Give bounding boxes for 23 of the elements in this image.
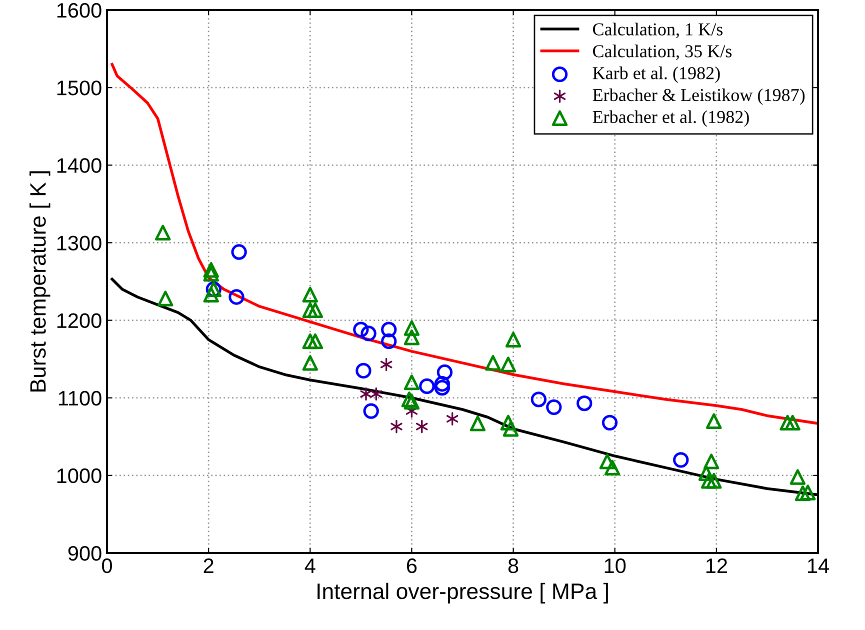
x-tick-label: 6 [406, 558, 417, 574]
y-tick-label: 1400 [57, 158, 102, 173]
y-tick-label: 1200 [57, 313, 102, 328]
y-tick-label: 1600 [57, 3, 102, 18]
x-tick-label: 2 [204, 558, 214, 573]
y-tick-label: 1100 [58, 390, 102, 406]
legend-label: Calculation, 1 K/s [593, 22, 723, 38]
x-tick-label: 0 [102, 558, 112, 574]
x-tick-label: 8 [508, 558, 518, 574]
legend-label: Karb et al. (1982) [592, 66, 720, 83]
legend-label: Erbacher & Leistikow (1987) [592, 88, 805, 105]
y-tick-label: 1000 [57, 468, 102, 484]
y-axis-title: Burst temperature [ K ] [30, 171, 50, 392]
x-tick-label: 10 [604, 558, 626, 574]
x-tick-label: 12 [706, 558, 727, 573]
legend-label: Erbacher et al. (1982) [592, 110, 749, 127]
legend-label: Calculation, 35 K/s [593, 44, 732, 60]
x-tick-label: 14 [808, 558, 829, 573]
x-axis-title: Internal over-pressure [ MPa ] [318, 582, 608, 604]
y-tick-label: 1300 [57, 236, 102, 250]
y-tick-label: 1500 [57, 80, 102, 96]
x-tick-label: 4 [304, 558, 316, 573]
y-tick-label: 900 [68, 546, 102, 561]
